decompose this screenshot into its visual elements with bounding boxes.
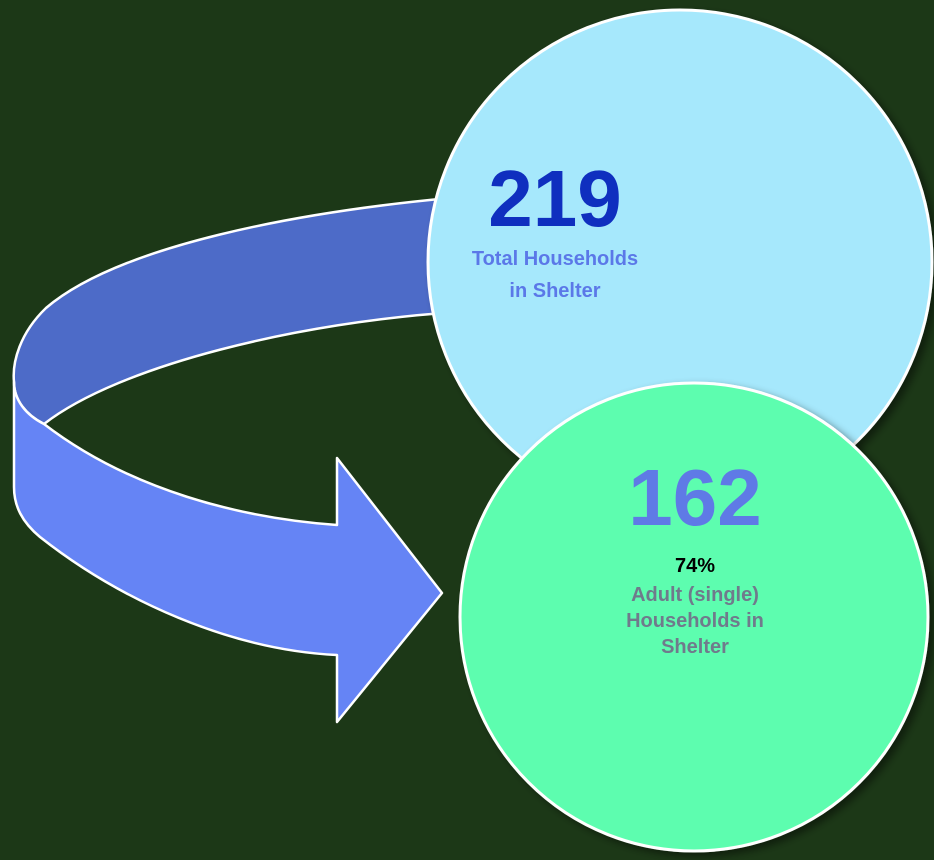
curved-arrow-front-band <box>12 380 444 724</box>
adult-households-label-line1: Adult (single) <box>631 584 759 606</box>
total-households-label-line1: Total Households <box>471 248 639 270</box>
total-households-number: 219 <box>488 154 622 243</box>
total-households-label: Total Households in Shelter <box>395 243 715 307</box>
curved-arrow-top-band <box>12 196 460 426</box>
adult-households-text: 162 74% Adult (single) Households in She… <box>535 452 855 660</box>
total-households-text: 219 Total Households in Shelter <box>395 155 715 307</box>
adult-households-label: Adult (single) Households in Shelter <box>535 582 855 660</box>
adult-households-number: 162 <box>628 453 762 542</box>
adult-households-circle <box>458 381 930 853</box>
adult-households-percent: 74% <box>674 555 716 577</box>
adult-households-label-line2: Households in <box>626 610 764 632</box>
total-households-label-line2: in Shelter <box>509 280 601 302</box>
adult-households-label-line3: Shelter <box>661 636 729 658</box>
